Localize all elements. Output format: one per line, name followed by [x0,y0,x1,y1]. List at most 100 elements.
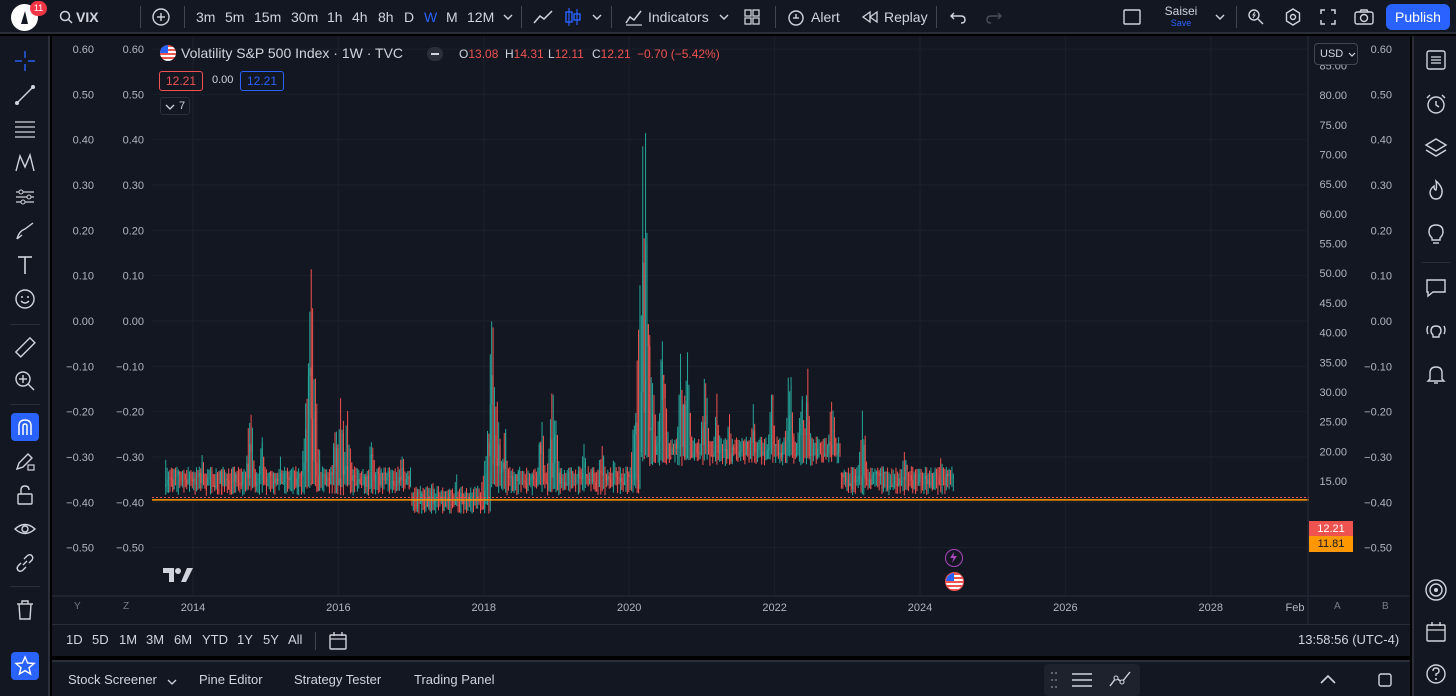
range-All[interactable]: All [288,632,303,647]
scale-toggle-b[interactable]: B [1382,601,1389,612]
notifications-button[interactable] [1422,360,1450,388]
help-button[interactable] [1422,660,1450,688]
timeframe-15m[interactable]: 15m [254,9,282,25]
text-tool[interactable] [11,251,39,279]
dividend-event-marker[interactable] [945,549,963,567]
screener-dropdown[interactable] [167,675,177,690]
object-tree-button[interactable] [1422,134,1450,162]
line-chart-type-button[interactable] [532,7,554,30]
timeframe-12M[interactable]: 12M [467,9,495,25]
economic-event-marker[interactable] [945,572,964,591]
emoji-tool[interactable] [11,285,39,313]
range-1Y[interactable]: 1Y [237,632,253,647]
clock-timezone[interactable]: 13:58:56 (UTC-4) [1298,632,1400,647]
prediction-tool[interactable] [11,183,39,211]
fullscreen-button[interactable] [1318,7,1338,30]
layout-name-button[interactable]: Saisei Save [1160,4,1202,29]
range-YTD[interactable]: YTD [202,632,228,647]
alerts-button[interactable] [1422,90,1450,118]
layouts-button[interactable] [742,7,762,30]
crosshair-tool[interactable] [11,47,39,75]
timeframe-W[interactable]: W [424,9,438,25]
tab-stock-screener[interactable]: Stock Screener [68,672,157,687]
zoom-tool[interactable] [11,367,39,395]
undo-button[interactable] [948,7,968,30]
fib-tool[interactable] [11,115,39,143]
zoom-toggle-z[interactable]: Z [123,601,130,612]
tab-trading-panel[interactable]: Trading Panel [414,672,495,687]
ohlc-close: C12.21 [592,47,631,61]
streams-button[interactable] [1422,318,1450,346]
stay-in-drawing-tool[interactable] [11,447,39,475]
collapse-panel-button[interactable] [1318,670,1338,693]
symbol-search[interactable]: VIX [58,7,99,27]
price-axis-tick-label: 15.00 [1319,476,1347,488]
brush-tool[interactable] [11,217,39,245]
tab-strategy-tester[interactable]: Strategy Tester [294,672,382,687]
sync-drawings-tool[interactable] [11,549,39,577]
range-3M[interactable]: 3M [146,632,165,647]
range-1M[interactable]: 1M [119,632,138,647]
timeframe-M[interactable]: M [446,9,458,25]
calendar-button[interactable] [1422,618,1450,646]
timeframe-8h[interactable]: 8h [378,9,394,25]
price-chart[interactable]: 0.60 0.60 0.50 0.50 0.40 0.40 0.30 0.30 0.20 0.20… [52,36,1410,624]
sell-price-chip[interactable]: 12.21 [159,71,204,91]
candle-body [352,475,354,481]
measure-tool[interactable] [11,333,39,361]
hotlists-button[interactable] [1422,176,1450,204]
publish-button[interactable]: Publish [1386,4,1450,30]
indicators-button[interactable]: Indicators [624,7,709,27]
candle-body [818,439,820,449]
lock-drawings-tool[interactable] [11,481,39,509]
chart-type-dropdown[interactable] [591,11,603,26]
range-1D[interactable]: 1D [66,632,83,647]
remove-drawings-tool[interactable] [11,596,39,624]
favorites-tool[interactable] [11,652,39,680]
symbol-title[interactable]: Volatility S&P 500 Index · 1W · TVC [181,45,404,61]
panel-layout-handle[interactable] [1044,664,1140,696]
buy-price-chip[interactable]: 12.21 [240,71,285,91]
dom-button[interactable] [1422,576,1450,604]
trend-line-tool[interactable] [11,81,39,109]
alert-button[interactable]: Alert [786,7,840,27]
range-5Y[interactable]: 5Y [263,632,279,647]
replay-button[interactable]: Replay [860,7,928,27]
compare-symbol-button[interactable] [151,7,171,30]
chats-button[interactable] [1422,274,1450,302]
maximize-panel-button[interactable] [1375,670,1395,693]
indicators-collapse-button[interactable]: 7 [160,97,190,115]
magnet-tool[interactable] [11,413,39,441]
timeframe-5m[interactable]: 5m [225,9,245,25]
layout-toggle-button[interactable] [1122,7,1142,30]
currency-selector[interactable]: USD [1314,43,1358,65]
timeframe-dropdown[interactable] [502,11,514,26]
pattern-tool[interactable] [11,149,39,177]
timeframe-1h[interactable]: 1h [327,9,343,25]
timeframe-30m[interactable]: 30m [291,9,319,25]
chart-pane[interactable]: 0.60 0.60 0.50 0.50 0.40 0.40 0.30 0.30 0.20 0.20… [52,36,1410,624]
legend-toggle-button[interactable] [427,47,443,61]
timeframe-4h[interactable]: 4h [352,9,368,25]
range-5D[interactable]: 5D [92,632,109,647]
timeframe-D[interactable]: D [404,9,415,25]
log-scale-toggle-y[interactable]: Y [74,601,81,612]
indicators-dropdown[interactable] [718,11,730,26]
candle-chart-type-button[interactable] [562,6,584,31]
redo-button[interactable] [984,7,1004,30]
candle-body [337,448,339,485]
quick-search-button[interactable] [1246,7,1266,30]
settings-button[interactable] [1283,7,1303,30]
snapshot-button[interactable] [1353,7,1375,30]
range-6M[interactable]: 6M [174,632,193,647]
tab-pine-editor[interactable]: Pine Editor [199,672,263,687]
hide-drawings-tool[interactable] [11,515,39,543]
auto-scale-toggle-a[interactable]: A [1334,601,1341,612]
candle-body [505,433,507,469]
layout-dropdown[interactable] [1214,11,1226,26]
timeframe-3m[interactable]: 3m [196,9,216,25]
watchlist-button[interactable] [1422,46,1450,74]
candle-body [863,444,865,476]
go-to-date-button[interactable] [327,630,349,655]
ideas-button[interactable] [1422,220,1450,248]
